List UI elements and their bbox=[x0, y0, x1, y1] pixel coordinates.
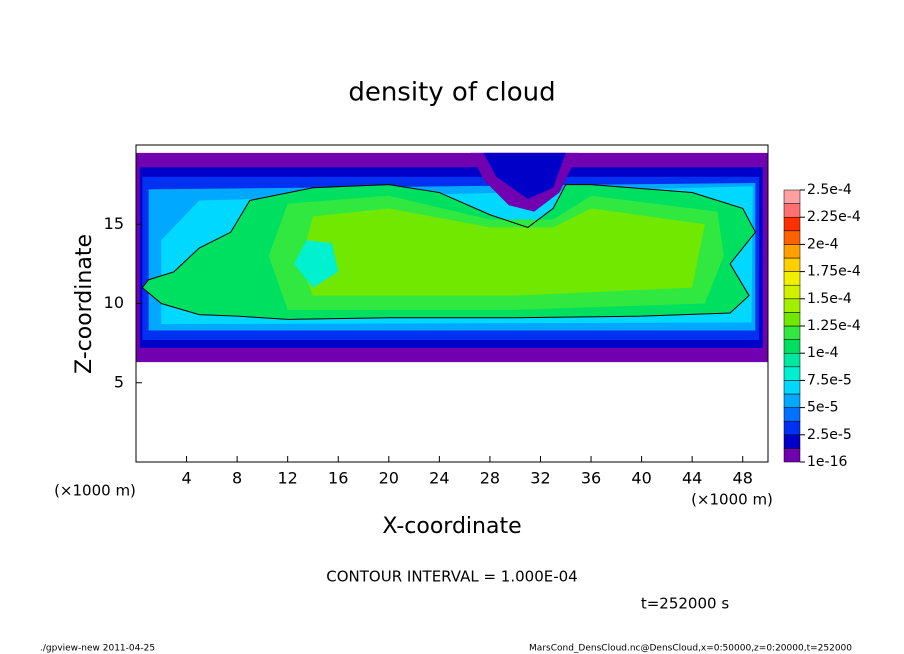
colorbar-label: 5e-5 bbox=[807, 400, 838, 416]
colorbar-box bbox=[783, 366, 801, 381]
colorbar-box bbox=[783, 325, 801, 340]
colorbar-box bbox=[783, 352, 801, 368]
colorbar-label: 2e-4 bbox=[807, 236, 839, 252]
colorbar-label: 1e-16 bbox=[807, 454, 847, 470]
colorbar-label: 2.5e-4 bbox=[807, 182, 852, 198]
colorbar-box bbox=[783, 244, 801, 259]
colorbar-box bbox=[783, 312, 801, 327]
x-unit: (×1000 m) bbox=[691, 491, 773, 509]
colorbar-box bbox=[783, 189, 801, 204]
y-tick-label: 15 bbox=[104, 214, 124, 233]
x-tick-label: 24 bbox=[429, 469, 449, 488]
colorbar-box bbox=[783, 339, 801, 354]
colorbar-label: 1.75e-4 bbox=[807, 264, 861, 280]
x-tick-label: 4 bbox=[181, 469, 191, 488]
colorbar-label: 1.25e-4 bbox=[807, 318, 861, 334]
colorbar-label: 2.5e-5 bbox=[807, 427, 852, 443]
x-tick-label: 40 bbox=[631, 469, 651, 488]
contour-interval: CONTOUR INTERVAL = 1.000E-04 bbox=[326, 568, 577, 586]
footer-right: MarsCond_DensCloud.nc@DensCloud,x=0:5000… bbox=[529, 644, 852, 654]
contour-fill bbox=[483, 152, 566, 199]
colorbar-box bbox=[783, 393, 801, 408]
colorbar-box bbox=[783, 448, 801, 463]
colorbar-box bbox=[783, 271, 801, 286]
y-tick-label: 5 bbox=[114, 372, 124, 391]
colorbar-box bbox=[783, 284, 801, 300]
x-tick-label: 16 bbox=[328, 469, 348, 488]
colorbar-box bbox=[783, 257, 801, 272]
x-tick-label: 36 bbox=[581, 469, 601, 488]
colorbar-box bbox=[783, 216, 801, 232]
y-unit: (×1000 m) bbox=[54, 482, 136, 500]
footer-left: ./gpview-new 2011-04-25 bbox=[40, 644, 155, 654]
colorbar-box bbox=[783, 230, 801, 245]
colorbar-box bbox=[783, 380, 801, 395]
x-tick-label: 12 bbox=[278, 469, 298, 488]
colorbar-label: 1e-4 bbox=[807, 345, 839, 361]
y-tick-label: 10 bbox=[104, 293, 124, 312]
colorbar-box bbox=[783, 203, 801, 218]
y-axis-label: Z-coordinate bbox=[72, 234, 97, 374]
x-axis-label: X-coordinate bbox=[382, 514, 521, 539]
x-tick-label: 28 bbox=[480, 469, 500, 488]
colorbar-label: 7.5e-5 bbox=[807, 372, 852, 388]
colorbar-box bbox=[783, 298, 801, 313]
x-tick-label: 32 bbox=[530, 469, 550, 488]
chart-title: density of cloud bbox=[348, 78, 555, 108]
contour-fill bbox=[294, 240, 339, 288]
contour-fill bbox=[300, 208, 705, 296]
x-tick-label: 8 bbox=[232, 469, 242, 488]
x-tick-label: 48 bbox=[733, 469, 753, 488]
time-label: t=252000 s bbox=[641, 595, 729, 613]
colorbar-box bbox=[783, 434, 801, 449]
x-tick-label: 44 bbox=[682, 469, 702, 488]
colorbar-box bbox=[783, 407, 801, 422]
colorbar-label: 1.5e-4 bbox=[807, 291, 852, 307]
contour-line bbox=[141, 184, 756, 320]
x-tick-label: 20 bbox=[379, 469, 399, 488]
colorbar-box bbox=[783, 420, 801, 436]
colorbar-label: 2.25e-4 bbox=[807, 209, 861, 225]
